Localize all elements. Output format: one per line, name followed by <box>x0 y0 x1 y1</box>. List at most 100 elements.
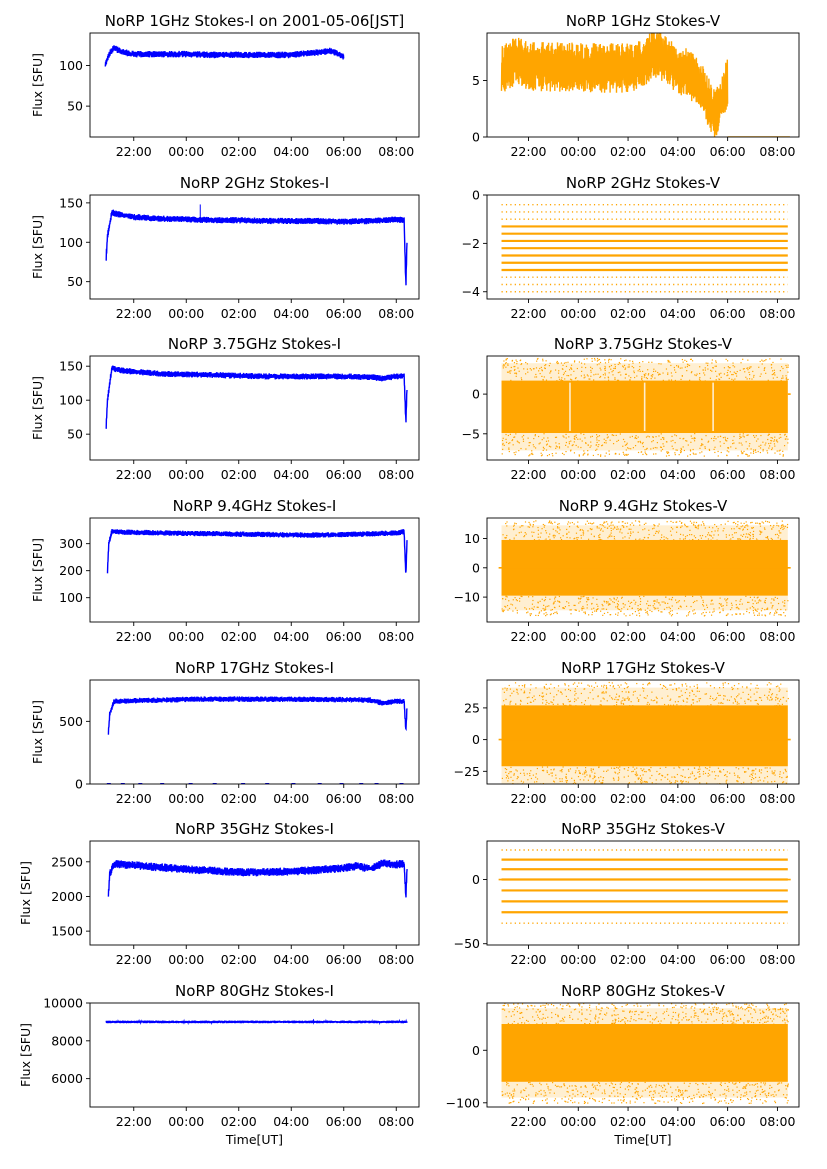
y-tick-label: 50 <box>67 99 83 114</box>
plot-area <box>501 203 788 293</box>
y-tick-label: −4 <box>462 284 480 299</box>
y-axis-label: Flux [SFU] <box>18 1023 33 1087</box>
noise-dots <box>501 357 789 457</box>
x-tick-label: 00:00 <box>560 629 596 644</box>
y-tick-label: 50 <box>67 274 83 289</box>
x-tick-label: 00:00 <box>168 467 204 482</box>
y-tick-label: −10 <box>454 590 480 605</box>
x-tick-label: 00:00 <box>560 144 596 159</box>
x-tick-label: 22:00 <box>116 952 152 967</box>
y-tick-label: 6000 <box>51 1071 83 1086</box>
x-tick-label: 22:00 <box>116 306 152 321</box>
x-tick-label: 04:00 <box>273 791 309 806</box>
x-tick-label: 04:00 <box>273 144 309 159</box>
chart-title: NoRP 2GHz Stokes-I <box>180 174 329 192</box>
gap-2 <box>643 382 646 432</box>
x-tick-label: 06:00 <box>710 467 746 482</box>
x-tick-label: 02:00 <box>610 467 646 482</box>
x-tick-label: 00:00 <box>168 791 204 806</box>
plot-area <box>498 849 791 924</box>
y-tick-label: 100 <box>59 58 83 73</box>
axes-frame <box>89 355 420 461</box>
chart-6: 22:00 00:00 02:00 04:00 06:00 08:00 −5 0 NoRP 3.… <box>462 335 800 482</box>
x-tick-label: 06:00 <box>710 306 746 321</box>
x-tick-label: 06:00 <box>326 467 362 482</box>
axes-frame <box>486 517 800 623</box>
chart-11: 22:00 00:00 02:00 04:00 06:00 08:00 1500 2000 25… <box>18 820 420 967</box>
chart-8: 22:00 00:00 02:00 04:00 06:00 08:00 −10 0 10 NoRP… <box>454 497 800 644</box>
chart-13: 22:00 00:00 02:00 04:00 06:00 08:00 6000 8000 10… <box>18 982 420 1147</box>
x-tick-label: 22:00 <box>116 1114 152 1129</box>
y-tick-label: 10000 <box>43 996 83 1011</box>
axes-frame <box>486 32 800 138</box>
y-tick-label: 150 <box>59 195 83 210</box>
axes-frame <box>89 679 420 785</box>
x-tick-label: 00:00 <box>168 629 204 644</box>
chart-9: 22:00 00:00 02:00 04:00 06:00 08:00 0 500 NoRP 1… <box>30 659 420 806</box>
y-tick-label: −25 <box>454 764 480 779</box>
x-tick-label: 22:00 <box>510 952 546 967</box>
x-tick-label: 06:00 <box>710 952 746 967</box>
y-tick-label: 150 <box>59 359 83 374</box>
x-tick-label: 02:00 <box>221 791 257 806</box>
x-tick-label: 00:00 <box>560 791 596 806</box>
x-tick-label: 08:00 <box>759 144 795 159</box>
x-tick-label: 08:00 <box>378 1114 414 1129</box>
y-tick-label: 5 <box>472 73 480 88</box>
y-axis-label: Flux [SFU] <box>30 376 45 440</box>
x-tick-label: 02:00 <box>221 629 257 644</box>
y-tick-label: −5 <box>462 426 480 441</box>
x-tick-label: 04:00 <box>660 467 696 482</box>
x-tick-label: 00:00 <box>168 1114 204 1129</box>
x-tick-label: 00:00 <box>560 952 596 967</box>
x-tick-label: 02:00 <box>610 952 646 967</box>
x-tick-label: 06:00 <box>710 629 746 644</box>
y-tick-label: 0 <box>472 560 480 575</box>
plot-area <box>106 528 408 574</box>
x-tick-label: 08:00 <box>759 467 795 482</box>
x-tick-label: 22:00 <box>116 467 152 482</box>
series-line-1 <box>107 859 408 898</box>
chart-title: NoRP 35GHz Stokes-I <box>175 820 334 838</box>
x-tick-label: 06:00 <box>326 306 362 321</box>
x-tick-label: 08:00 <box>378 629 414 644</box>
axes-frame <box>89 840 420 946</box>
x-tick-label: 08:00 <box>759 952 795 967</box>
plot-area <box>105 204 408 286</box>
x-tick-label: 22:00 <box>116 791 152 806</box>
chart-4: 22:00 00:00 02:00 04:00 06:00 08:00 −4 −2 0 NoRP … <box>462 174 800 321</box>
x-tick-label: 08:00 <box>378 791 414 806</box>
x-tick-label: 00:00 <box>168 952 204 967</box>
noise-dots <box>501 1003 789 1105</box>
series-line-1 <box>106 528 408 574</box>
plot-area <box>500 33 790 137</box>
noise-core <box>501 1024 788 1082</box>
x-tick-label: 08:00 <box>759 791 795 806</box>
x-tick-label: 04:00 <box>660 144 696 159</box>
plot-area <box>104 45 345 67</box>
y-tick-label: 1500 <box>51 924 83 939</box>
chart-title: NoRP 9.4GHz Stokes-V <box>559 497 728 515</box>
x-tick-label: 02:00 <box>610 791 646 806</box>
y-axis-label: Flux [SFU] <box>18 861 33 925</box>
chart-title: NoRP 2GHz Stokes-V <box>566 174 721 192</box>
x-tick-label: 00:00 <box>560 467 596 482</box>
chart-title: NoRP 17GHz Stokes-I <box>175 659 334 677</box>
x-tick-label: 08:00 <box>378 144 414 159</box>
noise-dots <box>501 520 789 617</box>
x-tick-label: 02:00 <box>221 952 257 967</box>
x-tick-label: 06:00 <box>326 144 362 159</box>
axes-frame <box>486 679 800 785</box>
x-tick-label: 00:00 <box>560 306 596 321</box>
plot-area <box>106 696 408 784</box>
y-tick-label: −50 <box>454 936 480 951</box>
y-tick-label: 0 <box>472 387 480 402</box>
x-tick-label: 08:00 <box>759 306 795 321</box>
x-tick-label: 06:00 <box>326 1114 362 1129</box>
series-line-1 <box>105 1018 408 1026</box>
x-axis-label: Time[UT] <box>613 1132 671 1147</box>
plot-area <box>498 681 791 784</box>
y-tick-label: 8000 <box>51 1033 83 1048</box>
x-tick-label: 22:00 <box>510 791 546 806</box>
